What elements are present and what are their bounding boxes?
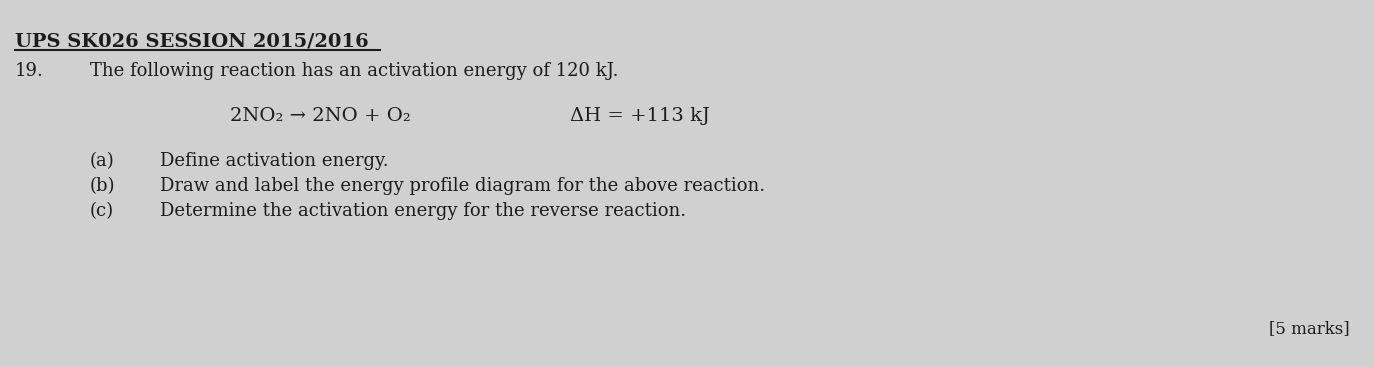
Text: Define activation energy.: Define activation energy. xyxy=(159,152,389,170)
Text: (c): (c) xyxy=(91,202,114,220)
Text: UPS SK026 SESSION 2015/2016: UPS SK026 SESSION 2015/2016 xyxy=(15,32,368,50)
Text: Determine the activation energy for the reverse reaction.: Determine the activation energy for the … xyxy=(159,202,686,220)
Text: The following reaction has an activation energy of 120 kJ.: The following reaction has an activation… xyxy=(91,62,618,80)
Text: Draw and label the energy profile diagram for the above reaction.: Draw and label the energy profile diagra… xyxy=(159,177,765,195)
Text: [5 marks]: [5 marks] xyxy=(1270,320,1351,337)
Text: (a): (a) xyxy=(91,152,115,170)
Text: 19.: 19. xyxy=(15,62,44,80)
Text: 2NO₂ → 2NO + O₂: 2NO₂ → 2NO + O₂ xyxy=(229,107,411,125)
Text: ΔH = +113 kJ: ΔH = +113 kJ xyxy=(570,107,710,125)
Text: (b): (b) xyxy=(91,177,115,195)
